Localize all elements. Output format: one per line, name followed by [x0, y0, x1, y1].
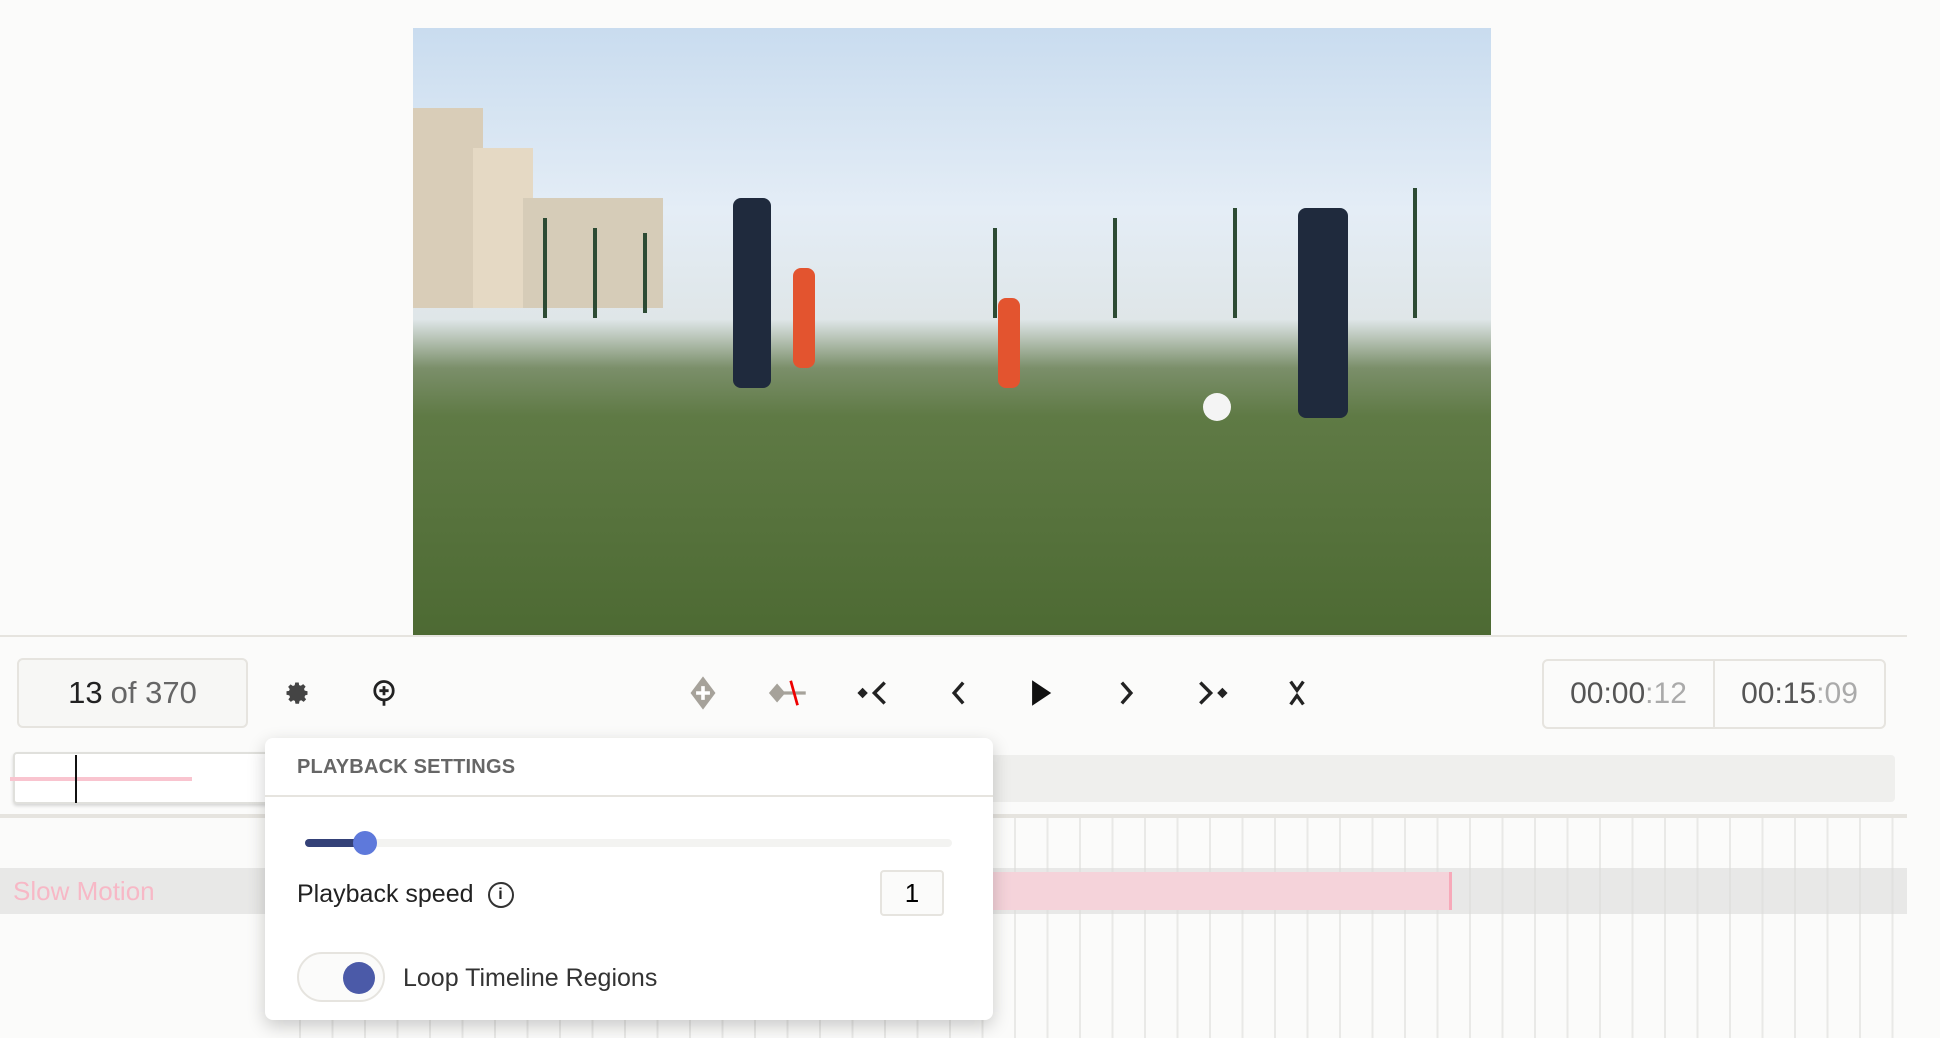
next-frame-icon	[1120, 681, 1134, 705]
playback-speed-input[interactable]	[880, 870, 944, 916]
divider	[0, 635, 1907, 637]
total-time-frames: :09	[1816, 677, 1858, 710]
current-time-frames: :12	[1645, 677, 1687, 710]
previous-frame-icon	[951, 681, 965, 705]
total-time: 00:15:09	[1713, 661, 1884, 727]
add-keyframe-icon	[690, 676, 716, 710]
gear-icon	[286, 682, 308, 704]
playback-speed-slider[interactable]	[305, 839, 952, 847]
slider-fill	[305, 839, 369, 847]
loop-regions-label: Loop Timeline Regions	[403, 964, 658, 992]
zoom-button[interactable]	[363, 672, 405, 714]
time-display: 00:00:12 00:15:09	[1542, 659, 1886, 729]
divider	[265, 795, 993, 797]
current-frame: 13	[68, 675, 103, 710]
current-time: 00:00:12	[1544, 661, 1713, 727]
next-keyframe-button[interactable]	[1191, 672, 1233, 714]
playback-settings-popup: PLAYBACK SETTINGS Playback speed i Loop …	[265, 738, 993, 1020]
current-time-main: 00:00	[1570, 677, 1646, 710]
total-time-main: 00:15	[1741, 677, 1817, 710]
previous-keyframe-button[interactable]	[852, 672, 894, 714]
video-frame	[413, 28, 1491, 635]
toggle-knob	[343, 962, 375, 994]
popup-title: PLAYBACK SETTINGS	[297, 756, 516, 778]
collapse-button[interactable]	[1276, 672, 1318, 714]
settings-button[interactable]	[276, 672, 318, 714]
slider-thumb[interactable]	[352, 831, 377, 855]
info-icon[interactable]: i	[487, 881, 514, 908]
play-button[interactable]	[1020, 672, 1062, 714]
minimap-region	[10, 777, 192, 781]
playback-speed-label: Playback speed i	[297, 880, 514, 909]
add-keyframe-button[interactable]	[682, 672, 724, 714]
remove-keyframe-icon	[768, 680, 806, 706]
next-keyframe-icon	[1199, 681, 1228, 705]
track-label: Slow Motion	[13, 876, 155, 906]
next-frame-button[interactable]	[1106, 672, 1148, 714]
zoom-in-icon	[373, 680, 395, 706]
loop-regions-toggle[interactable]	[297, 952, 385, 1002]
previous-frame-button[interactable]	[937, 672, 979, 714]
previous-keyframe-icon	[857, 681, 886, 705]
minimap-playhead[interactable]	[75, 755, 77, 803]
total-frames: of 370	[110, 675, 197, 710]
remove-keyframe-button[interactable]	[767, 672, 809, 714]
frame-counter[interactable]: 13 of 370	[17, 658, 248, 728]
play-icon	[1032, 680, 1052, 706]
playback-speed-text: Playback speed	[297, 880, 474, 908]
collapse-icon	[1289, 680, 1305, 706]
